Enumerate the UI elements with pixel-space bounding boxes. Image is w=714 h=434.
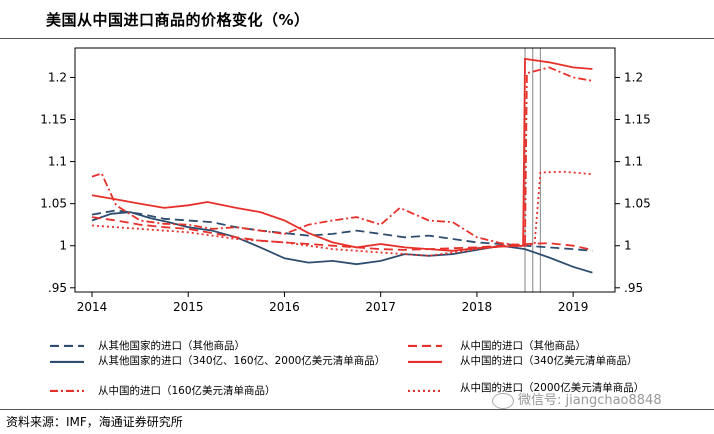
price-change-chart: .95 .95 1 1 1.05 1.05 1.1 1.1 1.15 1.15 1.2 1.2 2014…	[40, 47, 651, 314]
y-tick-label-left: 1.2	[48, 70, 67, 84]
page-title: 美国从中国进口商品的价格变化（%）	[46, 11, 310, 29]
legend-swatch	[50, 344, 84, 347]
series-line	[91, 216, 593, 251]
footer-rule	[0, 409, 714, 410]
y-tick-label-left: 1	[59, 239, 67, 253]
y-tick-label-right: 1	[624, 239, 632, 253]
series-line	[91, 170, 593, 257]
watermark-text: 微信号: jiangchao8848	[518, 393, 662, 408]
watermark: 微信号: jiangchao8848	[492, 389, 662, 409]
source-note: 资料来源：IMF，海通证券研究所	[6, 415, 183, 429]
wechat-logo-icon	[492, 392, 514, 409]
y-tick-label-right: 1.05	[624, 197, 651, 211]
plot-frame	[74, 47, 616, 293]
legend-swatch	[50, 389, 84, 392]
x-tick-label: 2015	[173, 300, 204, 314]
x-tick-label: 2019	[558, 300, 589, 314]
title-rule	[0, 38, 714, 39]
x-tick-label: 2014	[77, 300, 108, 314]
legend-swatch	[408, 360, 442, 363]
legend-label: 从中国的进口（160亿美元清单商品）	[98, 385, 276, 397]
y-tick-label-right: 1.1	[624, 155, 643, 169]
y-tick-label-right: .95	[624, 281, 643, 295]
legend-swatch	[408, 389, 442, 392]
y-tick-label-right: 1.15	[624, 113, 651, 127]
legend-swatch	[50, 360, 84, 363]
legend-label: 从中国的进口（340亿美元清单商品）	[460, 355, 638, 367]
x-tick-label: 2017	[365, 300, 396, 314]
y-tick-label-left: .95	[48, 281, 67, 295]
legend-label: 从中国的进口（其他商品）	[460, 340, 586, 352]
y-tick-label-left: 1.1	[48, 155, 67, 169]
y-tick-label-left: 1.05	[40, 197, 67, 211]
y-tick-label-left: 1.15	[40, 113, 67, 127]
series-line	[91, 57, 593, 252]
legend-label: 从其他国家的进口（其他商品）	[98, 340, 245, 352]
legend-swatch	[408, 344, 442, 347]
x-tick-label: 2016	[269, 300, 300, 314]
legend-label: 从其他国家的进口（340亿、160亿、2000亿美元清单商品）	[98, 355, 386, 367]
x-tick-label: 2018	[462, 300, 493, 314]
y-tick-label-right: 1.2	[624, 70, 643, 84]
series-line	[91, 211, 593, 274]
